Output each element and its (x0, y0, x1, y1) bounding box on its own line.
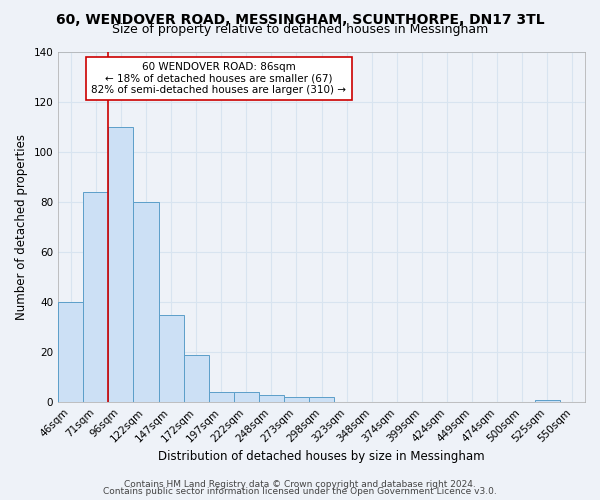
Bar (234, 392, 259, 402)
Text: Size of property relative to detached houses in Messingham: Size of property relative to detached ho… (112, 24, 488, 36)
Bar (133, 202, 158, 402)
Bar (184, 354, 209, 402)
X-axis label: Distribution of detached houses by size in Messingham: Distribution of detached houses by size … (158, 450, 485, 462)
Bar (259, 394, 284, 402)
Bar (58, 302, 83, 402)
Bar (109, 126, 133, 402)
Bar (284, 397, 309, 402)
Y-axis label: Number of detached properties: Number of detached properties (15, 134, 28, 320)
Text: 60, WENDOVER ROAD, MESSINGHAM, SCUNTHORPE, DN17 3TL: 60, WENDOVER ROAD, MESSINGHAM, SCUNTHORP… (56, 12, 544, 26)
Bar (309, 397, 334, 402)
Text: 60 WENDOVER ROAD: 86sqm
← 18% of detached houses are smaller (67)
82% of semi-de: 60 WENDOVER ROAD: 86sqm ← 18% of detache… (91, 62, 346, 95)
Bar (209, 392, 234, 402)
Bar (535, 400, 560, 402)
Text: Contains public sector information licensed under the Open Government Licence v3: Contains public sector information licen… (103, 488, 497, 496)
Text: Contains HM Land Registry data © Crown copyright and database right 2024.: Contains HM Land Registry data © Crown c… (124, 480, 476, 489)
Bar (83, 192, 109, 402)
Bar (158, 314, 184, 402)
